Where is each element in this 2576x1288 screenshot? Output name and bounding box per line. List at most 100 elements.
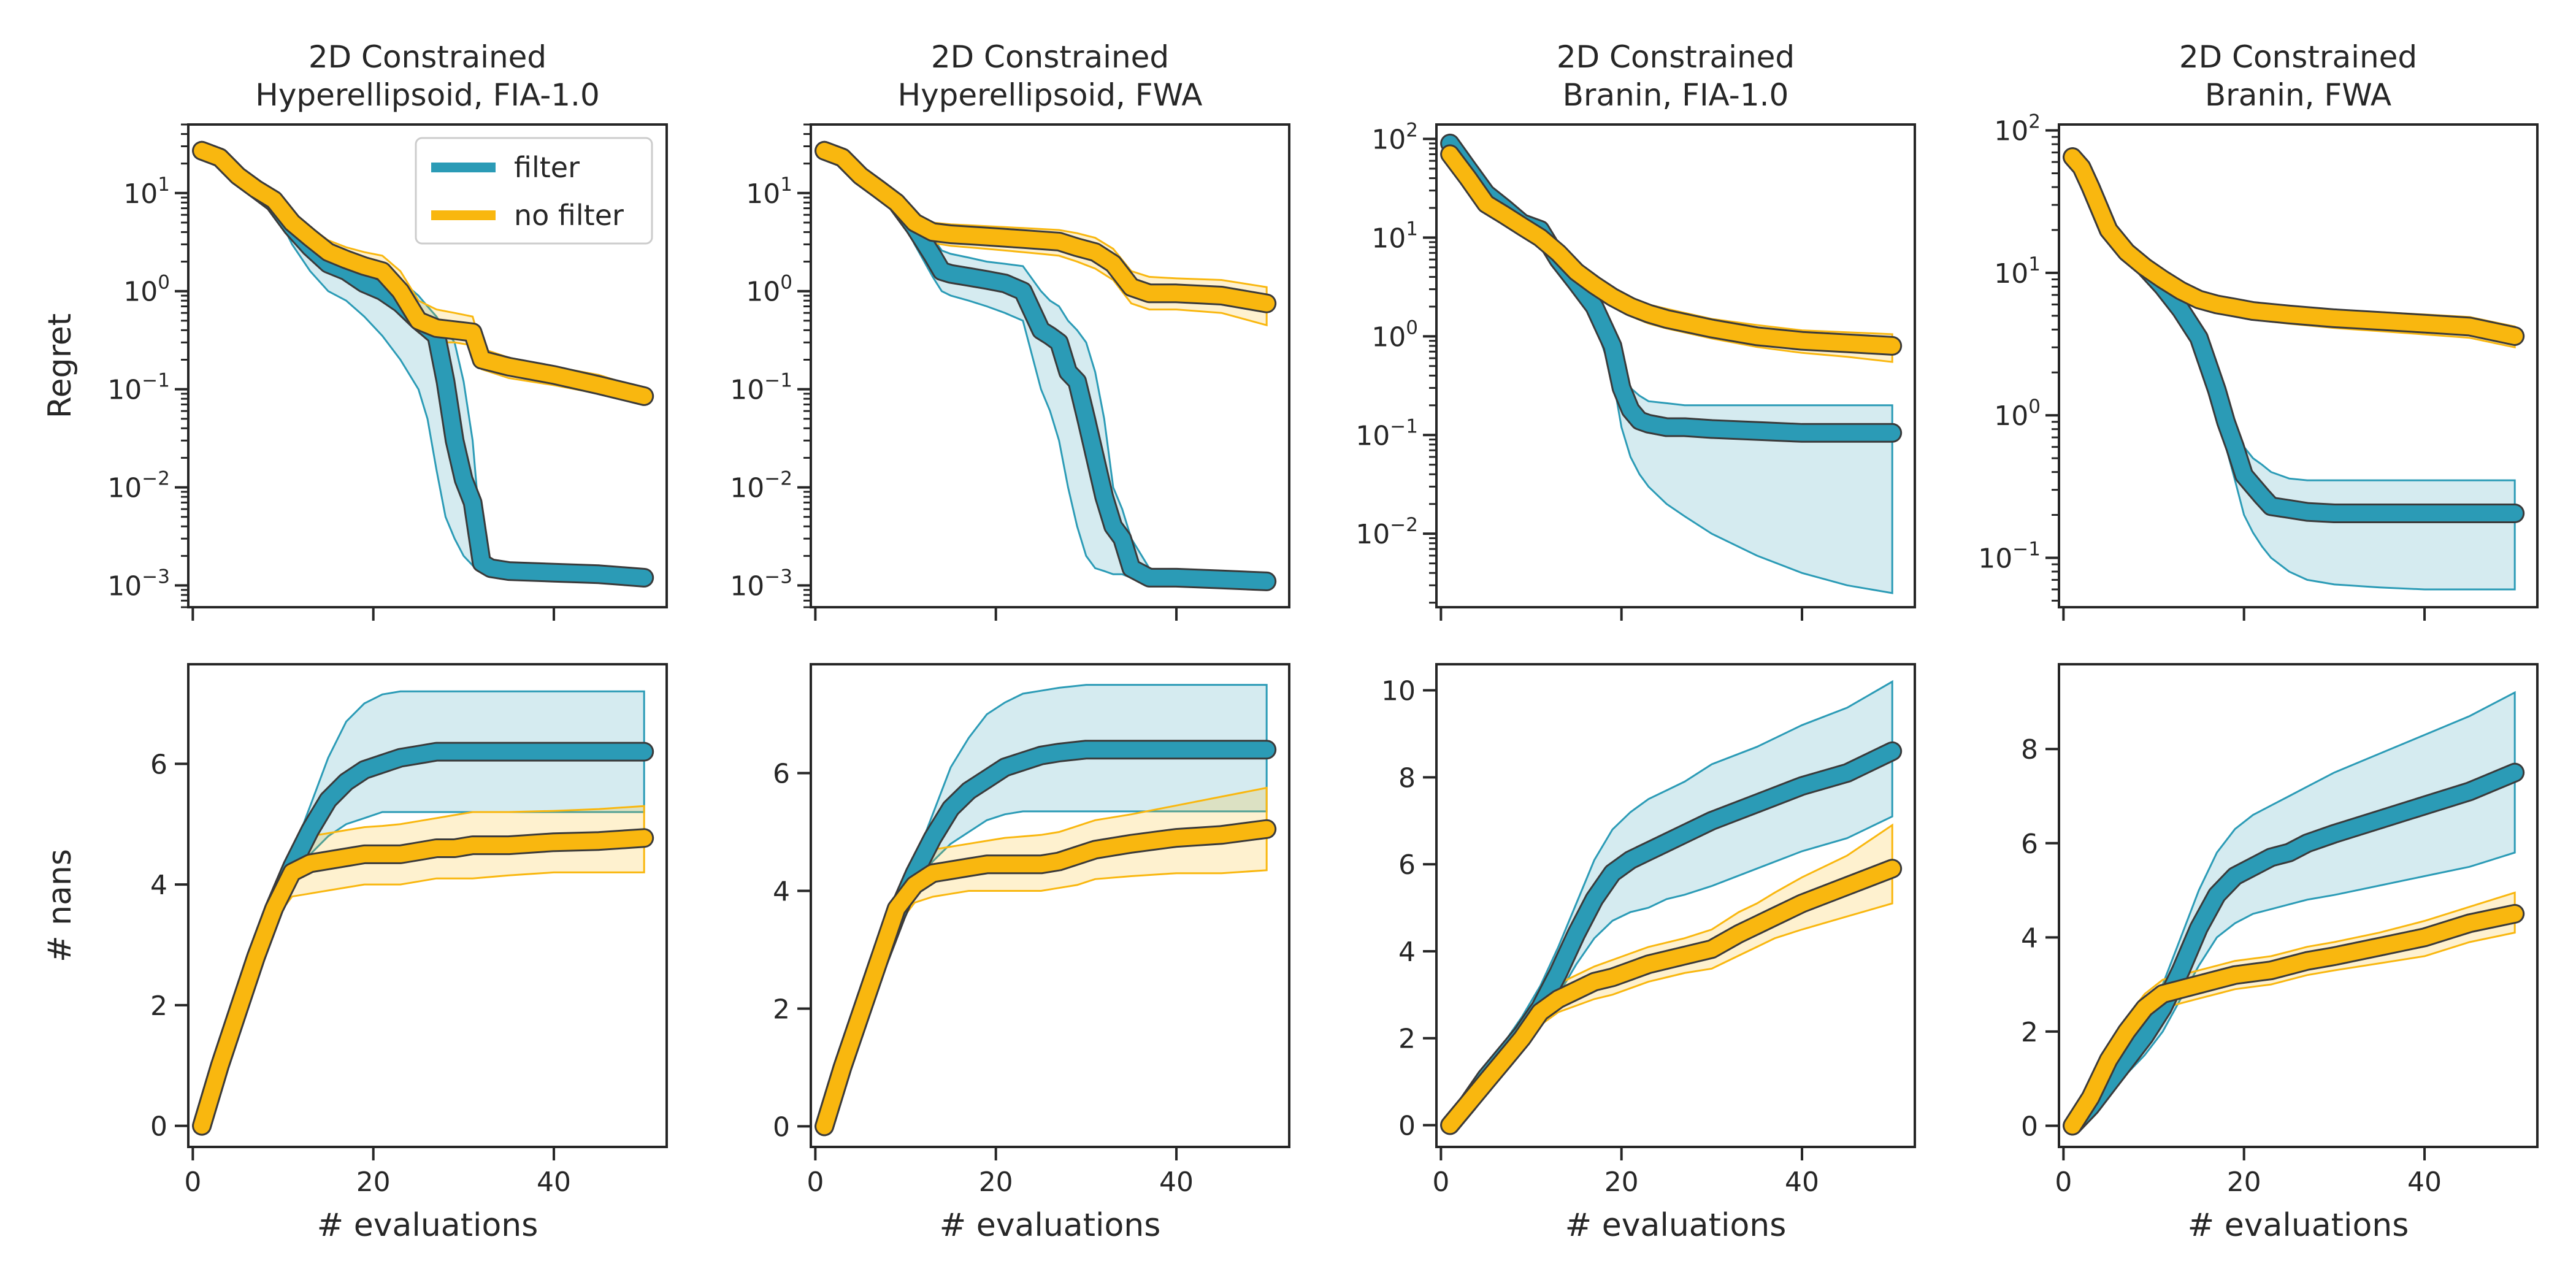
axes-frame (187, 663, 668, 1148)
panel-title-line: Hyperellipsoid, FWA (897, 77, 1202, 113)
panel-title-line: 2D Constrained (1557, 39, 1795, 75)
legend: filter no filter (415, 137, 653, 245)
y-tick-label: 0 (150, 1111, 167, 1143)
band-filter (823, 148, 1268, 587)
x-axis-label: # evaluations (940, 1207, 1161, 1244)
plot-area (1440, 680, 1903, 1135)
panel-title-line: 2D Constrained (309, 39, 546, 75)
y-tick-label: 101 (1994, 253, 2041, 289)
y-tick-label: 2 (773, 994, 790, 1025)
x-axis-label: # evaluations (2188, 1207, 2409, 1244)
band-filter (2071, 691, 2516, 1127)
line-no-filter (2064, 149, 2523, 344)
axes-frame (2058, 663, 2539, 1148)
y-tick-label: 4 (150, 870, 167, 901)
y-tick-label: 4 (2021, 922, 2038, 954)
panel-2: 101 100 10−1 10−2 10−3 2D ConstrainedHyperell… (730, 39, 1290, 621)
legend-label: no filter (514, 199, 624, 232)
y-tick-label: 4 (1398, 937, 1416, 968)
y-tick-label: 0 (773, 1111, 790, 1143)
panel-title-line: 2D Constrained (2179, 39, 2417, 75)
y-tick-label: 2 (2021, 1017, 2038, 1048)
y-tick-label: 10−1 (730, 370, 792, 406)
y-tick-label: 102 (1994, 111, 2041, 147)
y-tick-label: 6 (773, 759, 790, 790)
panel-7: 0 2 4 6 8 10 0 20 40 # evaluations (1381, 663, 1916, 1244)
line-outline-filter (1440, 133, 1903, 443)
y-axis-label: # nans (42, 849, 79, 962)
y-tick-label: 6 (1398, 849, 1416, 881)
y-tick-label: 102 (1371, 120, 1418, 156)
plot-area (815, 140, 1277, 591)
line-no-filter (816, 821, 1275, 1135)
x-tick-label: 20 (2227, 1167, 2261, 1198)
panel-title-line: Branin, FWA (2205, 77, 2391, 113)
y-tick-label: 2 (150, 991, 167, 1022)
x-tick-label: 40 (2407, 1167, 2442, 1198)
line-no-filter (1442, 861, 1901, 1133)
legend-label: filter (514, 151, 580, 184)
y-tick-label: 10−2 (1355, 514, 1418, 550)
band-no-filter (1449, 147, 1893, 363)
panel-1: 101 100 10−1 10−2 10−3 2D ConstrainedHyperell… (42, 39, 668, 621)
y-tick-label: 100 (123, 272, 170, 308)
y-tick-label: 10−2 (107, 468, 170, 504)
plot-area (815, 684, 1277, 1137)
x-tick-label: 0 (807, 1167, 824, 1198)
panel-title-line: Branin, FIA-1.0 (1563, 77, 1789, 113)
plot-area (192, 140, 654, 588)
x-tick-label: 40 (537, 1167, 571, 1198)
y-tick-label: 10−1 (1355, 415, 1418, 451)
y-tick-label: 100 (1994, 396, 2041, 432)
plot-area (192, 690, 654, 1136)
y-tick-label: 4 (773, 876, 790, 908)
line-no-filter (194, 830, 653, 1134)
panel-title-line: Hyperellipsoid, FIA-1.0 (255, 77, 600, 113)
axes-frame (1435, 663, 1916, 1148)
panel-8: 0 2 4 6 8 0 20 40 # evaluations (2021, 663, 2539, 1244)
axes-frame (2058, 123, 2539, 608)
band-filter (2071, 150, 2516, 591)
line-no-filter (194, 142, 653, 404)
y-tick-label: 0 (2021, 1111, 2038, 1142)
y-tick-label: 8 (1398, 762, 1416, 794)
y-tick-label: 8 (2021, 734, 2038, 765)
panel-5: 0 2 4 6 0 20 40 # evaluations # nans (42, 663, 668, 1244)
x-axis-label: # evaluations (317, 1207, 539, 1244)
y-tick-label: 101 (746, 174, 792, 210)
y-tick-label: 10−3 (107, 566, 170, 602)
y-tick-label: 2 (1398, 1024, 1416, 1055)
y-tick-label: 0 (1398, 1111, 1416, 1142)
panel-6: 0 2 4 6 0 20 40 # evaluations (773, 663, 1290, 1244)
y-tick-label: 6 (150, 749, 167, 780)
plot-area (1440, 133, 1903, 594)
y-tick-label: 100 (1371, 316, 1418, 353)
y-tick-label: 10−3 (730, 566, 792, 602)
y-tick-label: 10−1 (107, 370, 170, 406)
y-tick-label: 10−1 (1978, 538, 2041, 574)
axes-frame (810, 123, 1290, 608)
line-no-filter (2064, 905, 2523, 1134)
x-tick-label: 20 (979, 1167, 1013, 1198)
panel-title-line: 2D Constrained (931, 39, 1169, 75)
x-tick-label: 40 (1159, 1167, 1194, 1198)
line-filter (2064, 764, 2523, 1134)
y-tick-label: 6 (2021, 829, 2038, 860)
x-tick-label: 40 (1785, 1167, 1819, 1198)
x-tick-label: 0 (2055, 1167, 2072, 1198)
x-axis-label: # evaluations (1565, 1207, 1787, 1244)
line-filter (1442, 135, 1901, 441)
y-tick-label: 100 (746, 272, 792, 308)
axes-frame (810, 663, 1290, 1148)
y-tick-label: 101 (1371, 218, 1418, 254)
y-tick-label: 10 (1381, 676, 1416, 707)
plot-area (2063, 147, 2525, 591)
plot-area (2063, 691, 2525, 1136)
y-tick-label: 101 (123, 174, 170, 210)
line-no-filter (816, 142, 1275, 312)
x-tick-label: 20 (1604, 1167, 1639, 1198)
y-tick-label: 10−2 (730, 468, 792, 504)
